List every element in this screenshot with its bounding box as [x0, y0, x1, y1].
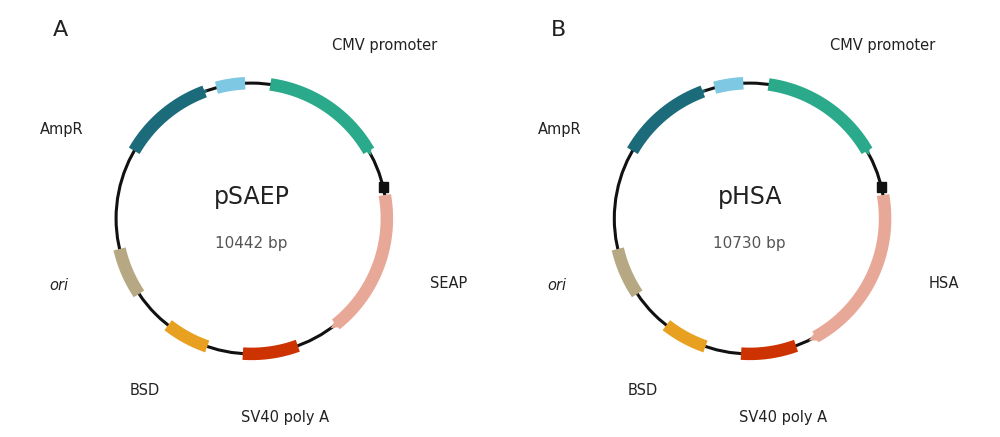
Text: SEAP: SEAP [430, 276, 468, 291]
Text: 10442 bp: 10442 bp [215, 236, 288, 251]
Text: pSAEP: pSAEP [214, 185, 289, 209]
Text: B: B [551, 20, 566, 40]
Text: HSA: HSA [929, 276, 959, 291]
Text: A: A [53, 20, 68, 40]
Text: AmpR: AmpR [40, 121, 83, 137]
Text: BSD: BSD [628, 383, 658, 398]
Text: AmpR: AmpR [538, 121, 582, 137]
Text: ori: ori [49, 277, 69, 292]
Text: SV40 poly A: SV40 poly A [739, 410, 828, 425]
Text: 10730 bp: 10730 bp [713, 236, 786, 251]
Text: SV40 poly A: SV40 poly A [241, 410, 329, 425]
Text: BSD: BSD [130, 383, 160, 398]
Text: pHSA: pHSA [717, 185, 782, 209]
Bar [379, 181, 388, 192]
Text: CMV promoter: CMV promoter [830, 38, 935, 53]
Text: CMV promoter: CMV promoter [332, 38, 437, 53]
Bar [877, 181, 886, 192]
Text: ori: ori [548, 277, 567, 292]
